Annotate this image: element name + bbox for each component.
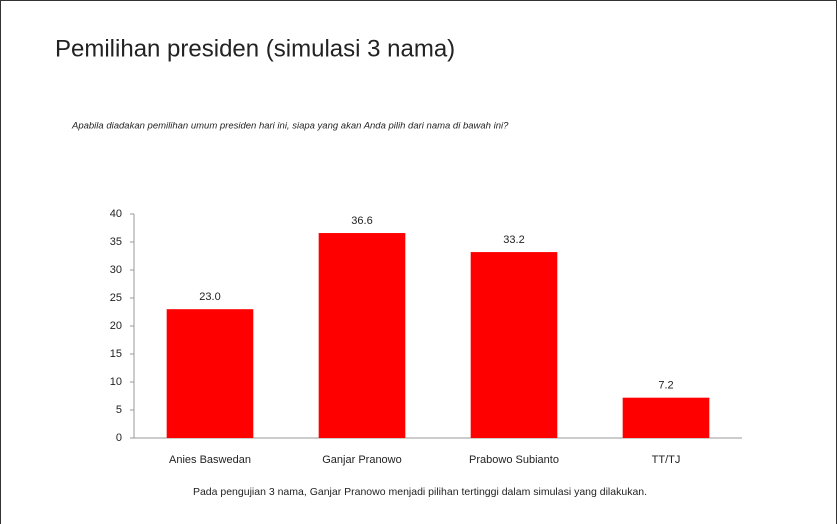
y-tick-label: 20	[110, 320, 122, 332]
y-tick-label: 5	[116, 404, 122, 416]
y-tick-label: 30	[110, 264, 122, 276]
x-tick-label: Prabowo Subianto	[469, 454, 559, 466]
chart-title: Pemilihan presiden (simulasi 3 nama)	[55, 35, 455, 62]
bar	[470, 252, 558, 438]
x-tick-label: Ganjar Pranowo	[322, 454, 402, 466]
data-label: 23.0	[199, 291, 220, 303]
y-tick-label: 40	[110, 208, 122, 220]
chart-note: Pada pengujian 3 nama, Ganjar Pranowo me…	[193, 486, 647, 498]
y-tick-label: 15	[110, 348, 122, 360]
data-label: 33.2	[503, 234, 524, 246]
bar	[166, 309, 254, 438]
data-label: 7.2	[658, 380, 673, 392]
bar	[318, 233, 406, 438]
chart-subtitle: Apabila diadakan pemilihan umum presiden…	[71, 121, 509, 132]
y-tick-label: 35	[110, 236, 122, 248]
y-tick-label: 0	[116, 432, 122, 444]
x-tick-label: TT/TJ	[652, 454, 681, 466]
x-tick-label: Anies Baswedan	[169, 454, 251, 466]
y-tick-label: 10	[110, 376, 122, 388]
y-tick-label: 25	[110, 292, 122, 304]
data-label: 36.6	[351, 215, 372, 227]
bar	[622, 397, 710, 438]
